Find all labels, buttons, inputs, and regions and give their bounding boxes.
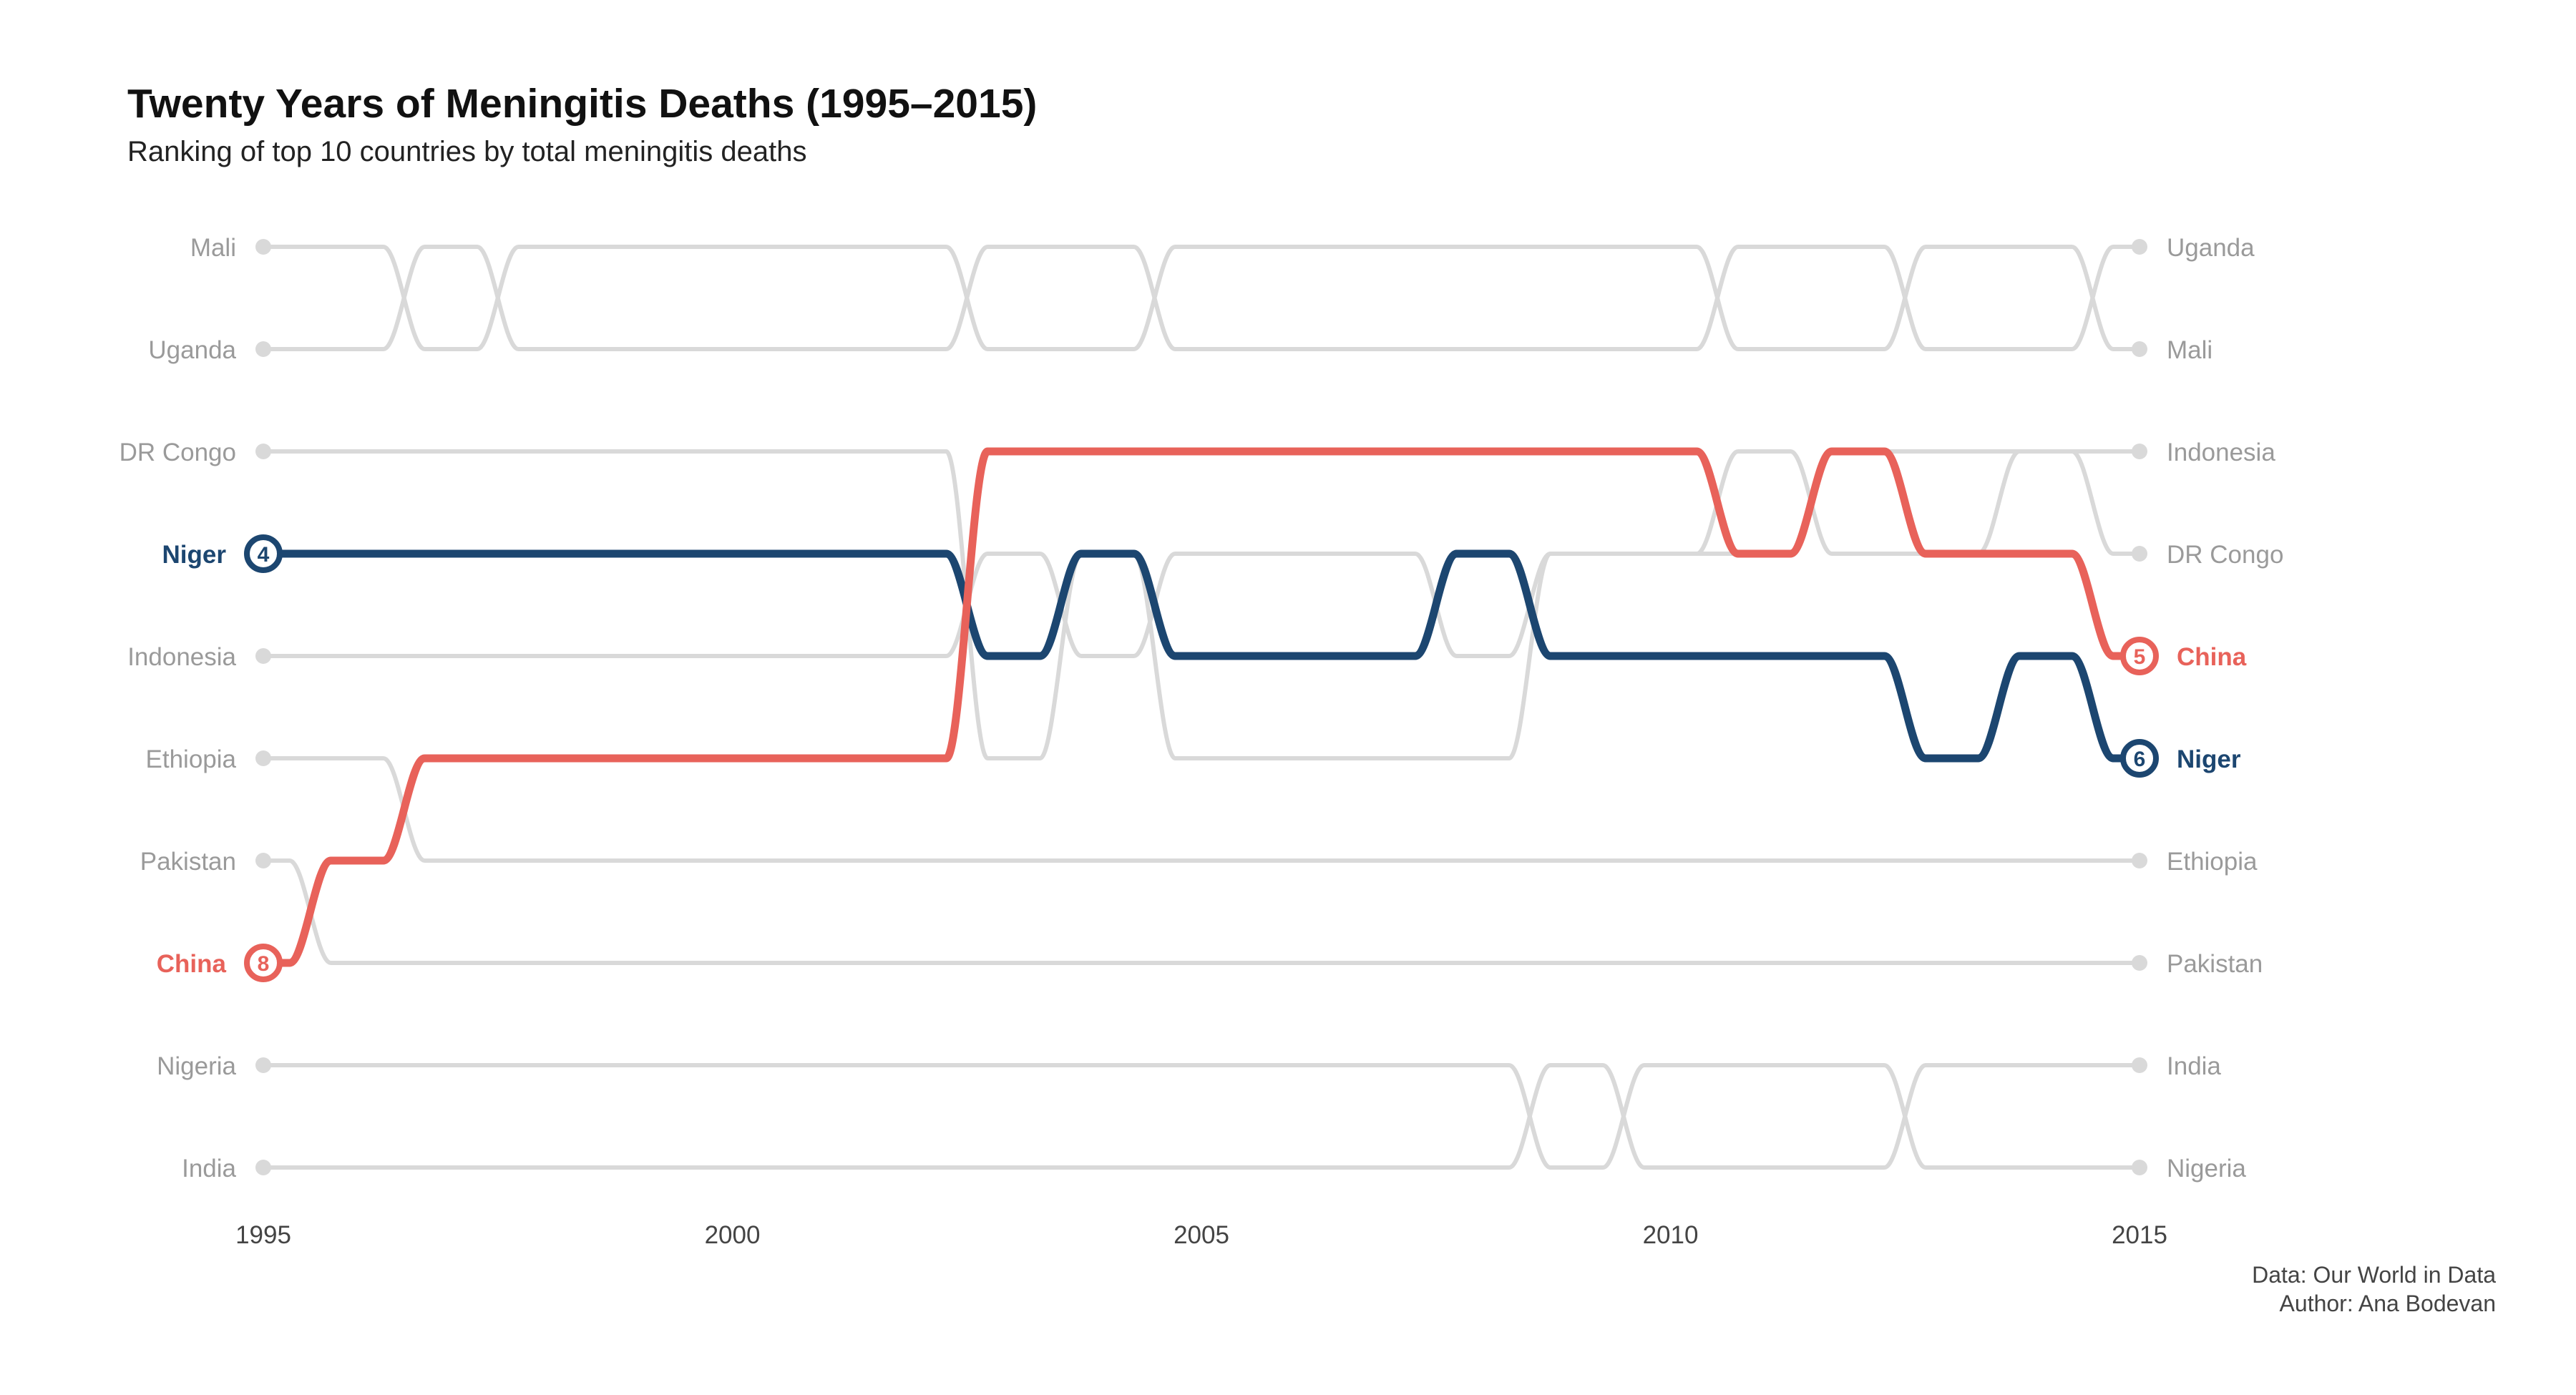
end-dot-india <box>2132 1057 2147 1073</box>
series-line-indonesia <box>261 449 2142 658</box>
end-dot-uganda <box>2132 239 2147 255</box>
right-label-nigeria: Nigeria <box>2167 1155 2246 1183</box>
left-label-nigeria: Nigeria <box>157 1052 236 1080</box>
right-label-pakistan: Pakistan <box>2167 950 2263 978</box>
left-label-pakistan: Pakistan <box>140 848 236 876</box>
left-label-india: India <box>182 1155 236 1183</box>
start-marker-niger <box>244 534 283 573</box>
left-label-mali: Mali <box>190 234 236 262</box>
x-tick-2005: 2005 <box>1174 1221 1229 1249</box>
left-label-indonesia: Indonesia <box>127 643 236 671</box>
end-dot-mali <box>2132 341 2147 357</box>
start-marker-china <box>244 944 283 982</box>
x-tick-2015: 2015 <box>2112 1221 2167 1249</box>
start-dot-indonesia <box>255 648 271 664</box>
right-label-ethiopia: Ethiopia <box>2167 848 2258 876</box>
start-dot-pakistan <box>255 853 271 868</box>
left-label-uganda: Uganda <box>148 336 236 364</box>
end-rank-china: 5 <box>2134 645 2146 669</box>
start-dot-uganda <box>255 341 271 357</box>
start-dot-india <box>255 1160 271 1175</box>
end-dot-ethiopia <box>2132 853 2147 868</box>
start-dot-ethiopia <box>255 750 271 766</box>
right-label-indonesia: Indonesia <box>2167 439 2275 466</box>
series-line-mali <box>261 245 2142 351</box>
left-label-dr-congo: DR Congo <box>119 439 236 466</box>
right-label-dr-congo: DR Congo <box>2167 541 2283 569</box>
series-line-pakistan <box>261 858 2142 965</box>
series-line-niger <box>259 549 2144 763</box>
right-label-china: China <box>2177 643 2247 671</box>
end-marker-niger <box>2120 739 2159 778</box>
start-rank-niger: 4 <box>258 543 270 567</box>
chart-title: Twenty Years of Meningitis Deaths (1995–… <box>127 81 1038 127</box>
x-axis: 1995 2000 2005 2010 2015 <box>235 1221 2167 1249</box>
left-label-niger: Niger <box>162 541 227 569</box>
start-dot-dr-congo <box>255 444 271 459</box>
series-lines <box>259 245 2144 1170</box>
series-line-china <box>259 447 2144 967</box>
start-rank-china: 8 <box>258 952 270 976</box>
end-dot-indonesia <box>2132 444 2147 459</box>
start-dot-mali <box>255 239 271 255</box>
series-line-dr-congo <box>261 449 2142 760</box>
caption: Data: Our World in Data Author: Ana Bode… <box>2252 1261 2496 1318</box>
end-rank-niger: 6 <box>2134 748 2146 771</box>
right-label-niger: Niger <box>2177 745 2241 773</box>
caption-source: Data: Our World in Data <box>2252 1262 2496 1288</box>
start-dot-nigeria <box>255 1057 271 1073</box>
right-label-mali: Mali <box>2167 336 2212 364</box>
end-dot-pakistan <box>2132 955 2147 971</box>
end-marker-china <box>2120 637 2159 675</box>
caption-author: Author: Ana Bodevan <box>2279 1291 2496 1316</box>
x-tick-2000: 2000 <box>705 1221 761 1249</box>
x-tick-1995: 1995 <box>235 1221 291 1249</box>
series-line-india <box>261 1063 2142 1170</box>
left-label-china: China <box>157 950 227 978</box>
series-line-nigeria <box>261 1063 2142 1170</box>
series-labels: Mali Uganda DR Congo Niger Indonesia Ethiopia… <box>119 234 2284 1183</box>
chart-subtitle: Ranking of top 10 countries by total men… <box>127 136 807 167</box>
series-line-uganda <box>261 245 2142 351</box>
left-label-ethiopia: Ethiopia <box>146 745 237 773</box>
right-label-india: India <box>2167 1052 2221 1080</box>
end-dot-nigeria <box>2132 1160 2147 1175</box>
end-dot-dr-congo <box>2132 546 2147 562</box>
end-markers: 4 6 8 5 <box>244 239 2159 1175</box>
right-label-uganda: Uganda <box>2167 234 2255 262</box>
series-line-ethiopia <box>261 756 2142 863</box>
x-tick-2010: 2010 <box>1643 1221 1699 1249</box>
